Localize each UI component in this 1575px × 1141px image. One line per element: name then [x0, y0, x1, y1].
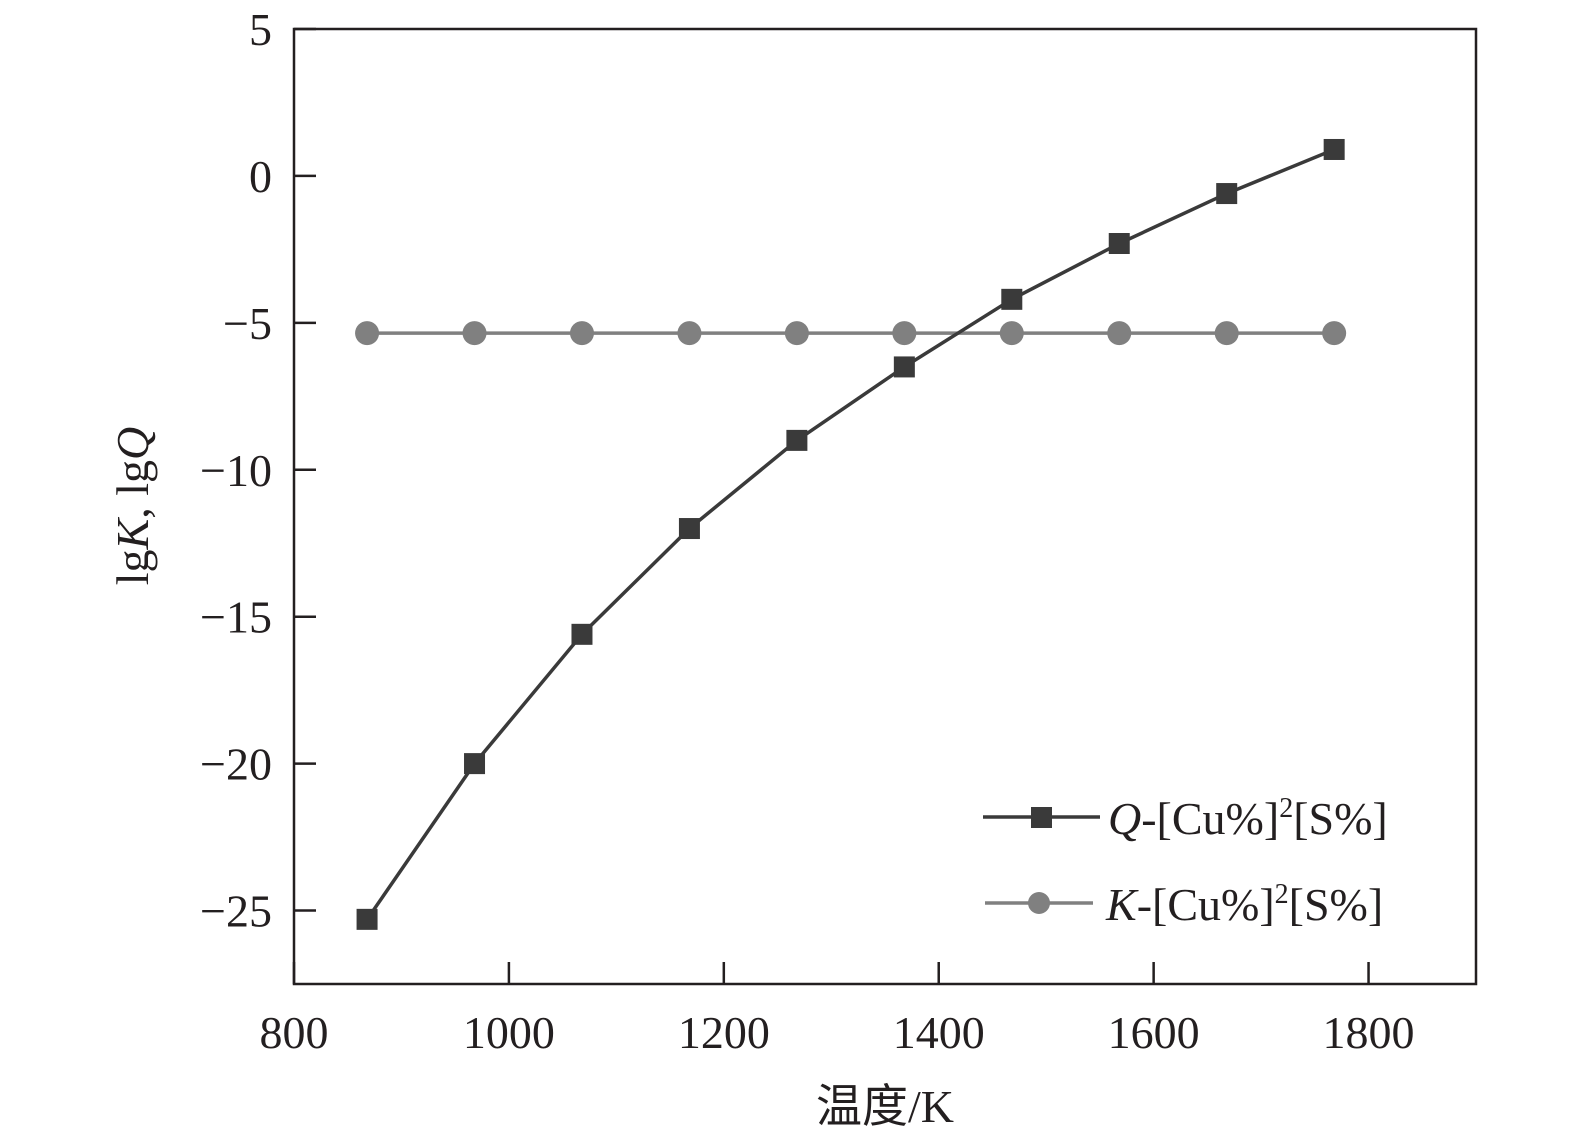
x-axis-title: 温度/K	[816, 1081, 954, 1132]
y-tick-label: −20	[200, 739, 272, 790]
data-point-q	[356, 908, 378, 930]
y-axis-ticks: 5 0 −5 −10 −15 −20 −25	[200, 4, 316, 937]
x-tick-label: 800	[260, 1007, 329, 1058]
series-layer	[355, 138, 1347, 930]
data-point-q	[1001, 288, 1023, 310]
data-point-k	[462, 321, 487, 346]
series-q	[356, 138, 1345, 930]
data-point-q	[464, 753, 486, 775]
legend-label-k-rest: -[Cu%]	[1137, 879, 1275, 930]
data-point-q	[1108, 233, 1130, 255]
data-point-k	[784, 321, 809, 346]
legend-label-k-var: K	[1105, 879, 1139, 930]
data-point-q	[571, 623, 593, 645]
x-axis-ticks: 800 1000 1200 1400 1600 1800	[260, 962, 1415, 1058]
legend-label-q-tail: [S%]	[1293, 793, 1388, 844]
data-point-k	[892, 321, 917, 346]
x-tick-label: 1400	[893, 1007, 985, 1058]
y-axis-title: lgK, lgQ	[107, 427, 158, 585]
data-point-k	[677, 321, 702, 346]
data-point-k	[1322, 321, 1347, 346]
series-line-q	[365, 147, 1335, 921]
x-tick-label: 1200	[678, 1007, 770, 1058]
legend-entry-k: K-[Cu%]2[S%]	[985, 879, 1383, 930]
data-point-q	[786, 429, 808, 451]
data-point-q	[1323, 138, 1345, 160]
legend: Q-[Cu%]2[S%] K-[Cu%]2[S%]	[983, 793, 1388, 930]
data-point-k	[1107, 321, 1132, 346]
y-tick-label: −25	[200, 886, 272, 937]
y-tick-label: 5	[249, 4, 272, 55]
x-tick-label: 1800	[1323, 1007, 1415, 1058]
legend-label-k-sup: 2	[1275, 879, 1289, 910]
data-point-q	[1216, 183, 1238, 205]
legend-entry-q: Q-[Cu%]2[S%]	[983, 793, 1388, 844]
y-tick-label: 0	[249, 151, 272, 202]
y-axis-title-var1: K	[107, 516, 158, 550]
legend-marker-q	[1031, 807, 1052, 828]
legend-label-q-sup: 2	[1279, 793, 1293, 824]
y-tick-label: −5	[223, 298, 272, 349]
data-point-q	[893, 356, 915, 378]
y-tick-label: −10	[200, 445, 272, 496]
y-axis-title-var2: Q	[107, 427, 158, 460]
data-point-k	[569, 321, 594, 346]
data-point-k	[999, 321, 1024, 346]
y-axis-title-prefix: lg	[107, 549, 158, 585]
x-tick-label: 1600	[1108, 1007, 1200, 1058]
y-axis-title-sep: , lg	[107, 460, 158, 519]
data-point-q	[678, 518, 700, 540]
legend-label-k: K-[Cu%]2[S%]	[1105, 879, 1383, 930]
y-tick-label: −15	[200, 592, 272, 643]
plot-frame	[292, 27, 1478, 986]
legend-label-q-var: Q	[1108, 793, 1141, 844]
legend-marker-k	[1028, 892, 1050, 914]
series-k	[355, 321, 1347, 346]
legend-label-k-tail: [S%]	[1289, 879, 1384, 930]
legend-label-q: Q-[Cu%]2[S%]	[1108, 793, 1388, 844]
x-tick-label: 1000	[463, 1007, 555, 1058]
data-point-k	[1214, 321, 1239, 346]
legend-label-q-rest: -[Cu%]	[1141, 793, 1279, 844]
data-point-k	[355, 321, 380, 346]
